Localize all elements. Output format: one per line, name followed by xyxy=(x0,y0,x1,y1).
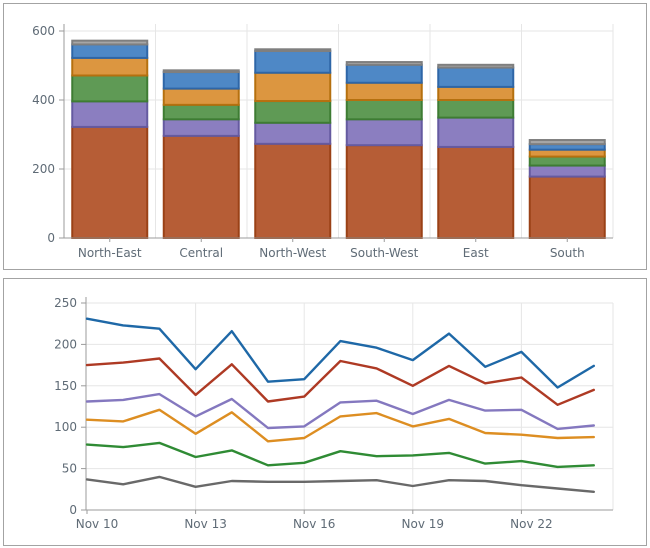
bar-segment-segment-purple[interactable] xyxy=(71,100,149,128)
bar-segment-segment-sienna[interactable] xyxy=(345,144,423,240)
stacked-bar-chart-panel: North-East Central North-West South-West Eas… xyxy=(3,3,647,270)
y-tick-label: 150 xyxy=(54,379,77,393)
x-tick-label: East xyxy=(463,246,489,260)
bar-segment-segment-green[interactable] xyxy=(162,103,240,121)
bar-segment-segment-green[interactable] xyxy=(528,155,606,167)
x-tick-label: Nov 22 xyxy=(510,517,553,531)
bar-segment-segment-purple[interactable] xyxy=(254,121,332,145)
bar-segment-segment-gray[interactable] xyxy=(162,69,240,74)
x-tick-label: North-East xyxy=(78,246,142,260)
bar-segment-segment-green[interactable] xyxy=(254,100,332,124)
bar-segment-segment-blue[interactable] xyxy=(345,63,423,84)
y-tick-label: 200 xyxy=(54,337,77,351)
bar-segment-segment-orange[interactable] xyxy=(71,56,149,77)
x-tick-label: Nov 16 xyxy=(293,517,336,531)
x-tick-label: Nov 19 xyxy=(402,517,445,531)
bar-segment-segment-green[interactable] xyxy=(71,74,149,103)
y-tick-label: 0 xyxy=(69,503,77,517)
bar-segment-segment-blue[interactable] xyxy=(437,66,515,88)
x-tick-label: Nov 10 xyxy=(76,517,119,531)
y-tick-label: 100 xyxy=(54,420,77,434)
line-green[interactable] xyxy=(85,441,595,469)
x-tick-label: Nov 13 xyxy=(184,517,227,531)
x-tick-label: North-West xyxy=(259,246,326,260)
y-tick-label: 400 xyxy=(32,93,55,107)
bar-segment-segment-sienna[interactable] xyxy=(71,125,149,239)
y-tick-label: 600 xyxy=(32,24,55,38)
bar-segment-segment-orange[interactable] xyxy=(528,148,606,158)
line-orange[interactable] xyxy=(85,408,595,443)
bar-segment-segment-orange[interactable] xyxy=(162,87,240,106)
bar-segment-segment-sienna[interactable] xyxy=(162,134,240,240)
bar-segment-segment-orange[interactable] xyxy=(254,71,332,103)
line-red[interactable] xyxy=(85,357,595,407)
bar-segment-segment-gray[interactable] xyxy=(254,48,332,53)
bar-segment-segment-gray[interactable] xyxy=(528,139,606,146)
bar-segment-segment-green[interactable] xyxy=(437,99,515,119)
bar-segment-segment-orange[interactable] xyxy=(345,81,423,101)
bar-segment-segment-gray[interactable] xyxy=(437,63,515,69)
bar-segment-segment-purple[interactable] xyxy=(437,116,515,148)
bar-segment-segment-sienna[interactable] xyxy=(528,175,606,239)
bar-segment-segment-purple[interactable] xyxy=(528,164,606,178)
bar-segment-segment-sienna[interactable] xyxy=(254,142,332,239)
y-tick-label: 50 xyxy=(62,462,77,476)
bar-segment-segment-sienna[interactable] xyxy=(437,145,515,239)
x-tick-label: South-West xyxy=(350,246,419,260)
line-chart: Nov 10 Nov 13 Nov 16 Nov 19 Nov 22 0 50 100 150 2… xyxy=(54,296,614,531)
bar-segment-segment-blue[interactable] xyxy=(71,43,149,59)
bar-segment-segment-purple[interactable] xyxy=(162,118,240,137)
bar-segment-segment-purple[interactable] xyxy=(345,118,423,147)
line-blue[interactable] xyxy=(85,317,595,389)
line-purple[interactable] xyxy=(85,392,595,431)
bar-segment-segment-blue[interactable] xyxy=(162,71,240,90)
x-tick-label: South xyxy=(550,246,585,260)
stacked-bar-chart: North-East Central North-West South-West Eas… xyxy=(32,24,614,260)
line-chart-panel: Nov 10 Nov 13 Nov 16 Nov 19 Nov 22 0 50 100 150 2… xyxy=(3,278,647,546)
y-tick-label: 200 xyxy=(32,162,55,176)
y-tick-label: 0 xyxy=(47,231,55,245)
bar-segment-segment-orange[interactable] xyxy=(437,85,515,101)
line-gray[interactable] xyxy=(85,475,595,494)
bar-segment-segment-green[interactable] xyxy=(345,99,423,121)
bar-segment-segment-gray[interactable] xyxy=(345,61,423,66)
bar-segment-segment-gray[interactable] xyxy=(71,39,149,46)
y-tick-label: 250 xyxy=(54,296,77,310)
x-tick-label: Central xyxy=(179,246,223,260)
bar-segment-segment-blue[interactable] xyxy=(254,50,332,74)
